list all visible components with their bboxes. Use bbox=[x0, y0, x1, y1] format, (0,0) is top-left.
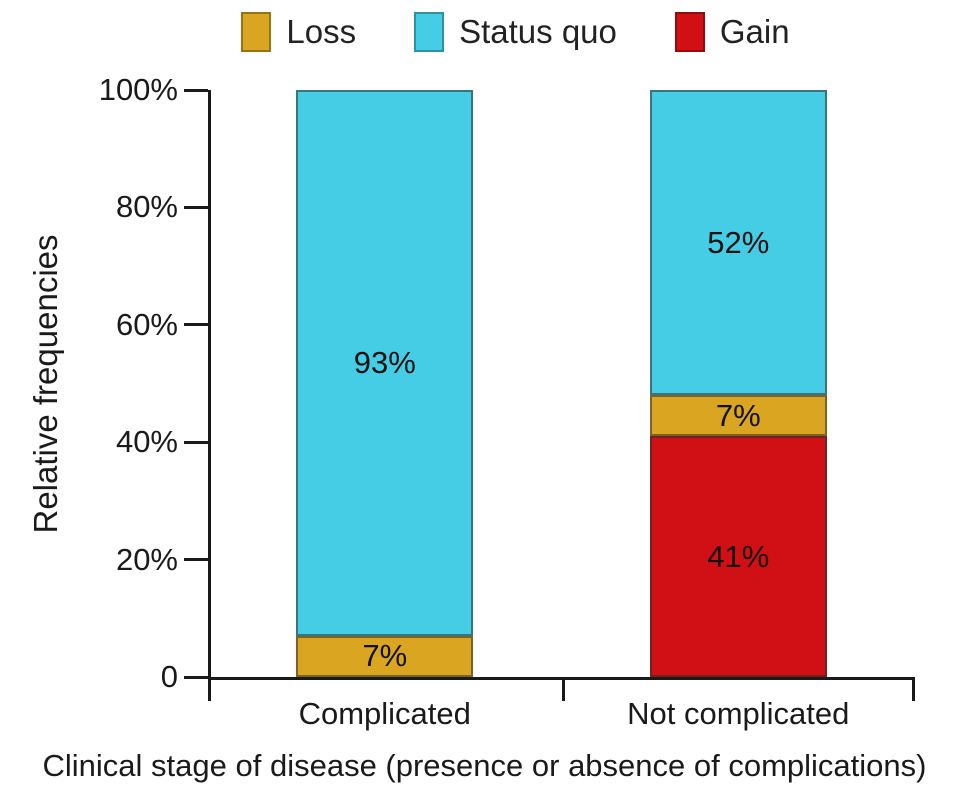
category-label: Not complicated bbox=[627, 696, 850, 731]
y-tick-label: 40% bbox=[115, 424, 178, 460]
category-label: Complicated bbox=[298, 696, 471, 731]
y-tick-label: 60% bbox=[115, 306, 178, 342]
y-tick-label: 20% bbox=[115, 541, 178, 577]
legend-label: Loss bbox=[286, 13, 357, 50]
legend-item-status-quo: Status quo bbox=[414, 12, 617, 52]
y-tick-label: 100% bbox=[98, 72, 178, 107]
legend-label: Gain bbox=[719, 13, 790, 50]
chart-legend: Loss Status quo Gain bbox=[0, 12, 969, 52]
x-tick bbox=[912, 677, 915, 701]
y-tick-label: 80% bbox=[115, 189, 178, 225]
y-axis-line bbox=[208, 90, 211, 680]
legend-swatch-icon bbox=[674, 12, 705, 52]
bar-segment-status-quo: 93% bbox=[296, 90, 474, 636]
y-tick bbox=[184, 675, 208, 679]
x-tick bbox=[208, 677, 211, 701]
legend-swatch-icon bbox=[241, 12, 272, 52]
y-tick bbox=[184, 323, 208, 327]
y-tick bbox=[184, 205, 208, 209]
y-tick-label: 0 bbox=[160, 659, 178, 694]
bar-segment-value: 41% bbox=[707, 538, 770, 574]
y-tick bbox=[184, 558, 208, 562]
x-axis-title: Clinical stage of disease (presence or a… bbox=[42, 748, 927, 783]
y-axis-title: Relative frequencies bbox=[27, 234, 64, 534]
bar-segment-gain: 41% bbox=[649, 436, 827, 677]
legend-item-gain: Gain bbox=[674, 12, 790, 52]
x-tick bbox=[561, 677, 565, 701]
y-tick bbox=[184, 440, 208, 444]
legend-swatch-icon bbox=[414, 12, 445, 52]
bar-segment-value: 7% bbox=[362, 638, 408, 674]
bar-segment-status-quo: 52% bbox=[649, 90, 827, 396]
y-tick bbox=[184, 88, 208, 92]
bar-segment-value: 52% bbox=[707, 224, 770, 260]
bar-segment-value: 7% bbox=[715, 397, 761, 433]
legend-item-loss: Loss bbox=[241, 12, 356, 52]
bar-segment-loss: 7% bbox=[296, 635, 474, 677]
bar-segment-loss: 7% bbox=[649, 395, 827, 437]
legend-label: Status quo bbox=[459, 13, 617, 50]
bar-segment-value: 93% bbox=[353, 344, 416, 380]
